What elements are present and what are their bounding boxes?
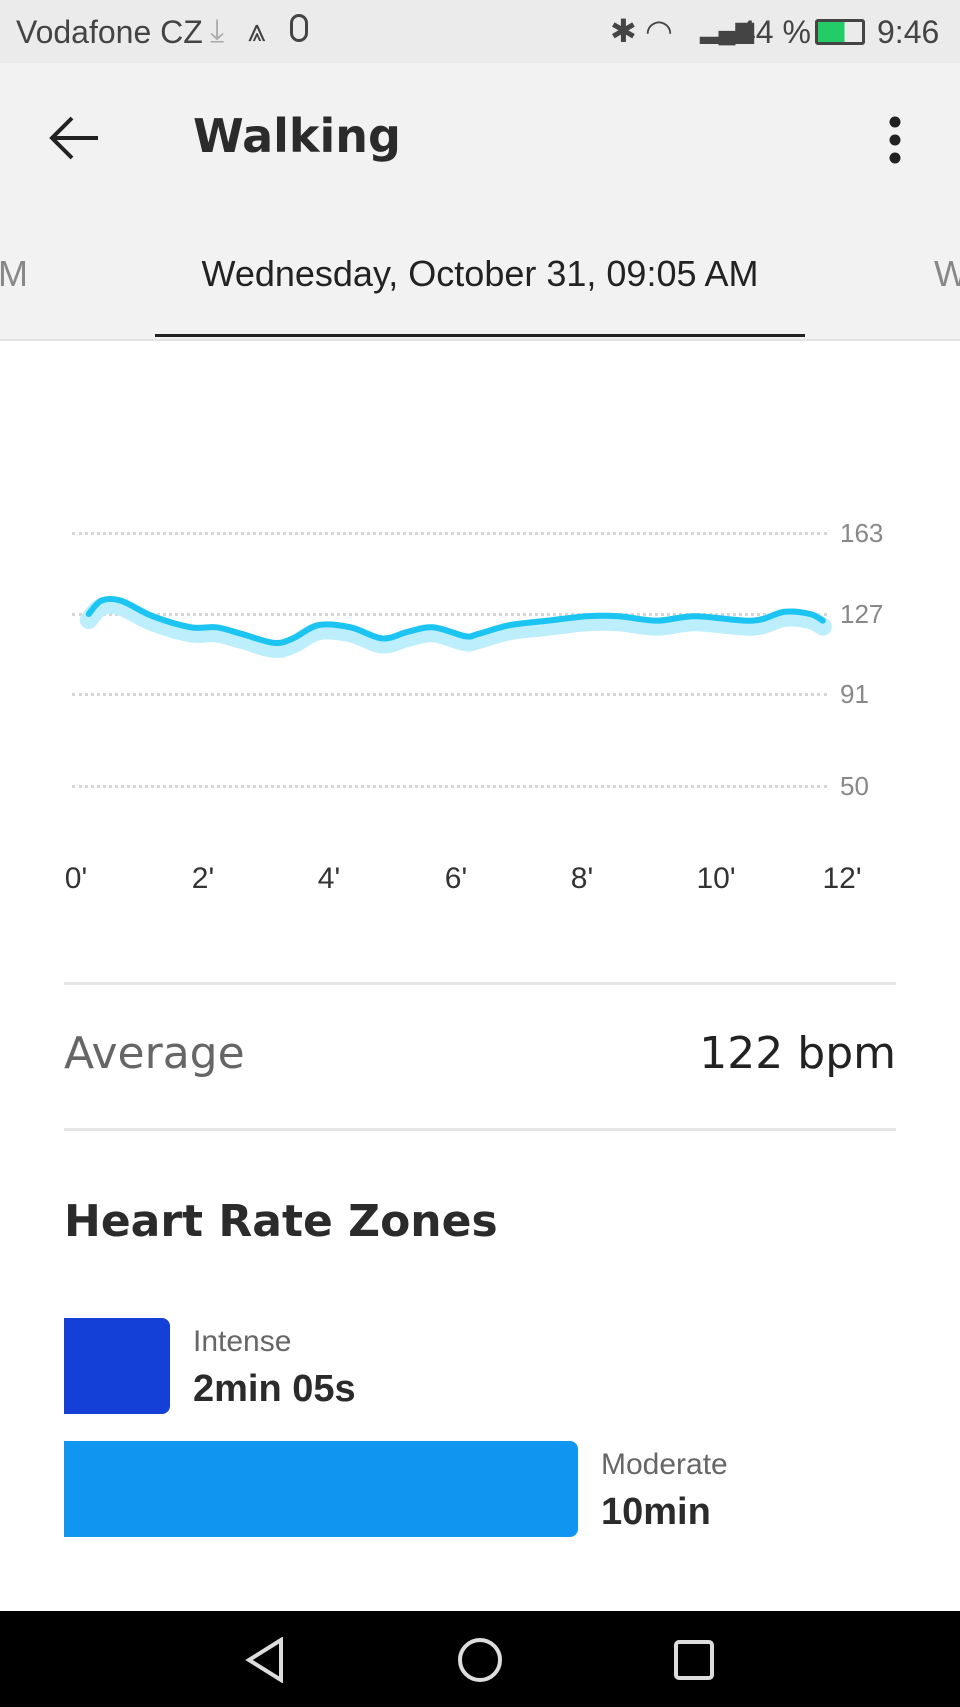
- x-tick-label: 8': [570, 862, 594, 895]
- gridline: [72, 532, 827, 535]
- bluetooth-icon: ✱: [610, 13, 637, 49]
- navigation-bar: [0, 1611, 960, 1707]
- intense-zone-label: Intense: [193, 1325, 292, 1358]
- gridline: [72, 785, 827, 788]
- data-point: [809, 613, 811, 615]
- home-nav-icon[interactable]: [457, 1637, 503, 1683]
- x-tick-label: 4': [317, 862, 341, 895]
- data-point: [547, 620, 549, 622]
- x-tick-label: 0': [64, 862, 88, 895]
- data-point: [694, 615, 696, 617]
- data-point: [101, 600, 103, 602]
- data-point: [822, 620, 824, 622]
- moderate-zone-bar: [64, 1441, 578, 1537]
- recents-nav-icon[interactable]: [673, 1639, 715, 1681]
- clock: 9:46: [877, 14, 940, 50]
- zones-heading: Heart Rate Zones: [64, 1196, 498, 1247]
- intense-zone-bar: [64, 1318, 170, 1414]
- app-bar: Walking M Wednesday, October 31, 09:05 A…: [0, 63, 960, 341]
- data-point: [349, 626, 351, 628]
- data-point: [215, 626, 217, 628]
- data-point: [586, 615, 588, 617]
- tab-previous[interactable]: M: [0, 253, 28, 294]
- x-tick-label: 6': [444, 862, 468, 895]
- data-point: [464, 635, 466, 637]
- data-point: [784, 611, 786, 613]
- data-point: [241, 633, 243, 635]
- battery-charging-icon: [815, 19, 865, 45]
- y-tick-label: 127: [840, 599, 884, 629]
- more-vert-icon[interactable]: [886, 116, 904, 164]
- battery-label: 44 %: [738, 14, 811, 50]
- moderate-zone-label: Moderate: [601, 1448, 728, 1481]
- signal-a-icon: ⩓: [248, 12, 267, 48]
- tab-indicator: [155, 334, 805, 337]
- download-icon: ⤓: [210, 12, 225, 48]
- y-tick-label: 91: [840, 679, 869, 709]
- data-point: [752, 620, 754, 622]
- data-point: [656, 620, 658, 622]
- heart-rate-line: [85, 595, 826, 647]
- carrier-label: Vodafone CZ: [16, 14, 203, 50]
- gridline: [72, 693, 827, 696]
- watch-icon: [290, 14, 308, 42]
- data-point: [407, 631, 409, 633]
- average-label: Average: [64, 1028, 245, 1079]
- data-point: [318, 624, 320, 626]
- data-point: [509, 624, 511, 626]
- divider: [64, 1128, 896, 1131]
- page-title: Walking: [193, 109, 401, 163]
- moderate-zone-value: 10min: [601, 1491, 711, 1533]
- cell-signal-icon: ▂▄▆: [700, 17, 754, 44]
- wifi-icon: ◠: [645, 13, 673, 49]
- x-tick-label: 2': [191, 862, 215, 895]
- tab-current[interactable]: Wednesday, October 31, 09:05 AM: [201, 253, 759, 294]
- x-tick-label: 12': [822, 862, 862, 895]
- y-tick-label: 50: [840, 771, 869, 801]
- y-tick-label: 163: [840, 518, 884, 548]
- divider: [64, 982, 896, 985]
- status-bar: Vodafone CZ ⤓ ⩓ ✱ ◠ ▂▄▆ 44 % 9:46: [0, 0, 960, 63]
- arrow-left-icon[interactable]: [48, 116, 102, 160]
- chart-plot: [79, 595, 832, 659]
- average-value: 122 bpm: [699, 1028, 896, 1079]
- data-point: [88, 613, 90, 615]
- data-point: [273, 642, 275, 644]
- x-tick-label: 10': [696, 862, 736, 895]
- data-point: [152, 615, 154, 617]
- data-point: [618, 615, 620, 617]
- gridline: [72, 613, 827, 616]
- back-nav-icon[interactable]: [245, 1637, 285, 1683]
- tab-next[interactable]: W: [934, 253, 960, 294]
- data-point: [477, 633, 479, 635]
- data-point: [292, 637, 294, 639]
- data-point: [381, 637, 383, 639]
- range-band: [79, 595, 832, 659]
- data-point: [432, 626, 434, 628]
- intense-zone-value: 2min 05s: [193, 1368, 356, 1410]
- data-point: [190, 626, 192, 628]
- data-point: [120, 600, 122, 602]
